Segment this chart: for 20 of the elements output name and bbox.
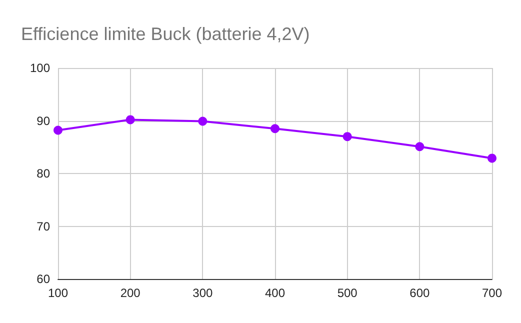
point <box>415 142 424 152</box>
x-tick-label: 100 <box>48 286 68 300</box>
point <box>342 132 352 142</box>
y-tick-label: 60 <box>36 272 50 286</box>
point <box>198 116 208 126</box>
x-tick-label: 300 <box>192 286 213 300</box>
y-tick-label: 100 <box>30 61 50 75</box>
x-tick-label: 600 <box>410 286 430 300</box>
point <box>270 124 280 134</box>
x-tick-label: 700 <box>482 286 502 300</box>
y-tick-label: 90 <box>36 114 50 128</box>
point <box>488 154 496 163</box>
x-tick-label: 400 <box>264 286 286 300</box>
chart-title: Efficience limite Buck (batterie 4,2V) <box>21 24 310 44</box>
point <box>126 115 135 124</box>
x-tick-label: 500 <box>337 286 358 300</box>
y-tick-label: 70 <box>36 219 50 234</box>
x-tick-label: 200 <box>120 286 141 300</box>
point <box>54 126 62 135</box>
y-tick-label: 80 <box>36 166 50 180</box>
